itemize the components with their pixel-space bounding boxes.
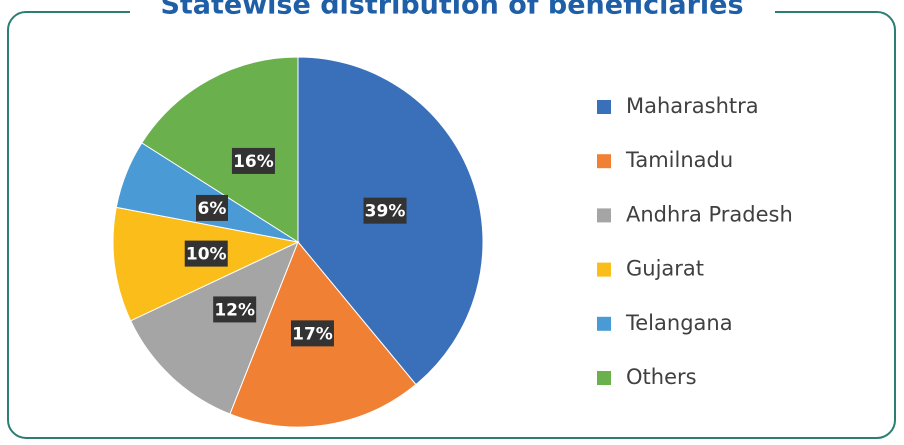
- data-label: 10%: [186, 245, 227, 265]
- legend-label: Telangana: [625, 311, 733, 335]
- pie-slice: [141, 56, 299, 243]
- legend-label: Andhra Pradesh: [626, 202, 793, 226]
- legend-swatch: [597, 100, 611, 114]
- legend-swatch: [597, 371, 611, 385]
- legend-label: Others: [626, 365, 697, 389]
- legend-label: Tamilnadu: [625, 148, 733, 172]
- data-label-box: [213, 296, 257, 323]
- data-label-box: [290, 320, 334, 347]
- title-gap: [130, 0, 775, 26]
- legend-swatch: [597, 208, 611, 223]
- data-label-box: [231, 147, 275, 174]
- legend-swatch: [597, 262, 611, 277]
- data-label: 16%: [233, 152, 274, 172]
- chart-title: Statewise distribution of beneficiaries: [160, 0, 743, 21]
- legend-swatch: [597, 316, 611, 331]
- legend-label: Gujarat: [626, 257, 704, 281]
- legend-label: Maharashtra: [626, 94, 759, 118]
- data-label: 12%: [214, 300, 255, 320]
- data-label: 17%: [292, 324, 333, 344]
- data-label-box: [195, 194, 228, 221]
- legend-swatch: [597, 154, 611, 169]
- data-label-box: [363, 197, 407, 224]
- pie-slice: [129, 241, 299, 415]
- data-label: 39%: [365, 202, 406, 222]
- data-label-box: [184, 240, 228, 267]
- data-label: 6%: [198, 199, 227, 219]
